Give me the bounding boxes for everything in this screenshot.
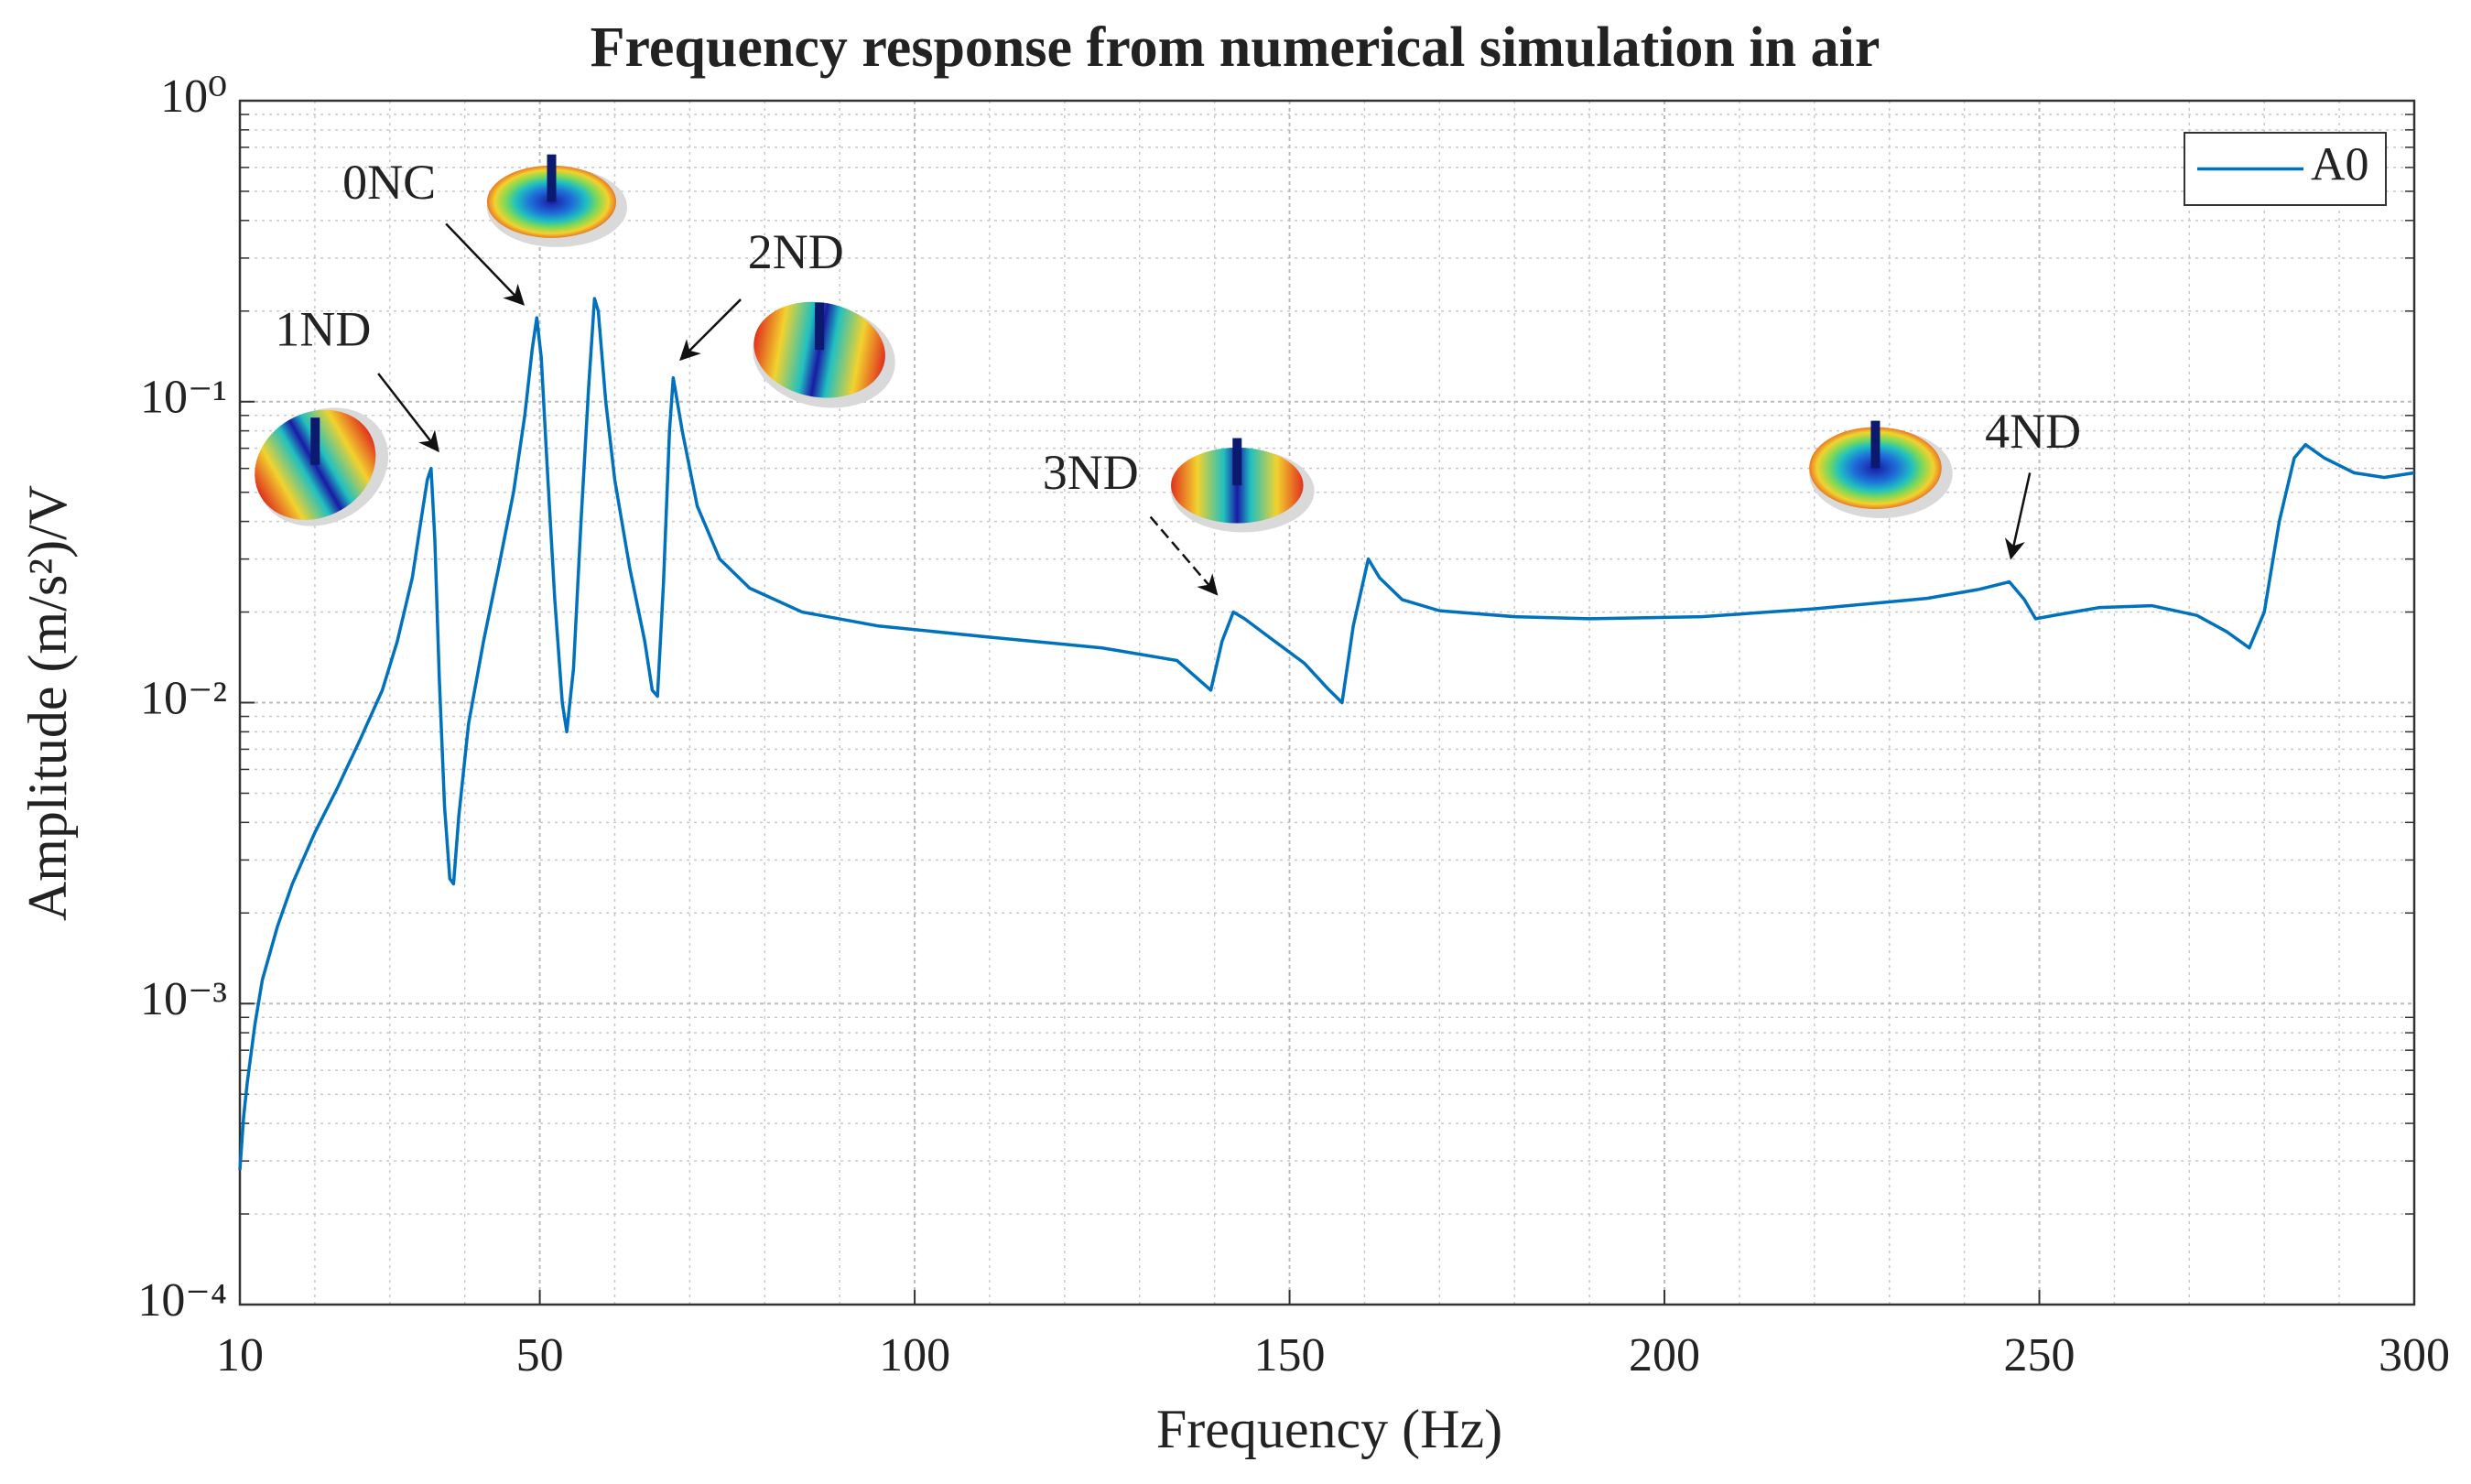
mode-shapes [255,154,1953,533]
series-line [238,297,2415,1171]
annotation-label: 1ND [275,301,371,356]
x-tick-label: 250 [2004,1329,2075,1381]
x-tick-label: 50 [516,1329,564,1381]
plot-area [238,99,2416,1306]
mode-shaft [1232,438,1242,486]
annotation-arrow [679,298,742,362]
legend-label: A0 [2311,138,2369,190]
mode-shaft [310,417,320,465]
x-axis-label: Frequency (Hz) [1156,1399,1502,1459]
x-tick-label: 10 [216,1329,264,1381]
y-tick-label: 10⁻¹ [140,372,227,424]
annotation-label: 4ND [1985,404,2081,459]
annotation-arrow [377,373,439,453]
annotation-label: 0NC [342,155,436,210]
annotation-arrow [1149,515,1219,596]
y-tick-label: 10⁻⁴ [137,1274,227,1327]
y-tick-label: 10⁰ [160,70,227,123]
axes-box [238,99,2416,1306]
mode-disc [1171,447,1304,524]
y-tick-label: 10⁻³ [140,973,227,1025]
y-axis-label: Amplitude (m/s²)/V [17,485,78,921]
annotation-label: 3ND [1043,445,1139,500]
annotation-label: 2ND [748,224,844,279]
x-tick-label: 200 [1629,1329,1700,1381]
x-tick-label: 150 [1254,1329,1326,1381]
y-tick-label: 10⁻² [140,672,227,724]
annotation-arrow [445,222,526,306]
mode-shaft [815,302,825,351]
mode-shaft [1870,420,1880,469]
annotation-arrow [2004,472,2032,560]
x-tick-label: 100 [879,1329,950,1381]
mode-shaft [547,154,557,202]
x-tick-label: 300 [2379,1329,2450,1381]
chart-title: Frequency response from numerical simula… [591,16,1880,79]
